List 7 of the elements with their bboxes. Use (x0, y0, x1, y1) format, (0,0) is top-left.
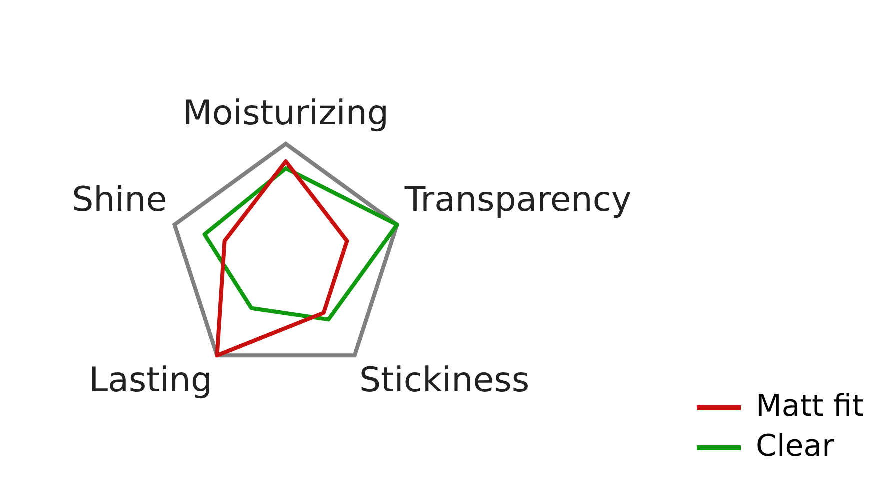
legend-label: Clear (756, 428, 836, 464)
spoke-label: Stickiness (359, 360, 530, 400)
legend-label: Matt fit (756, 388, 864, 424)
spoke-label: Lasting (89, 360, 213, 400)
spoke-label: Moisturizing (182, 93, 390, 134)
spoke-label: Shine (72, 180, 168, 220)
spoke-label: Transparency (404, 180, 632, 220)
